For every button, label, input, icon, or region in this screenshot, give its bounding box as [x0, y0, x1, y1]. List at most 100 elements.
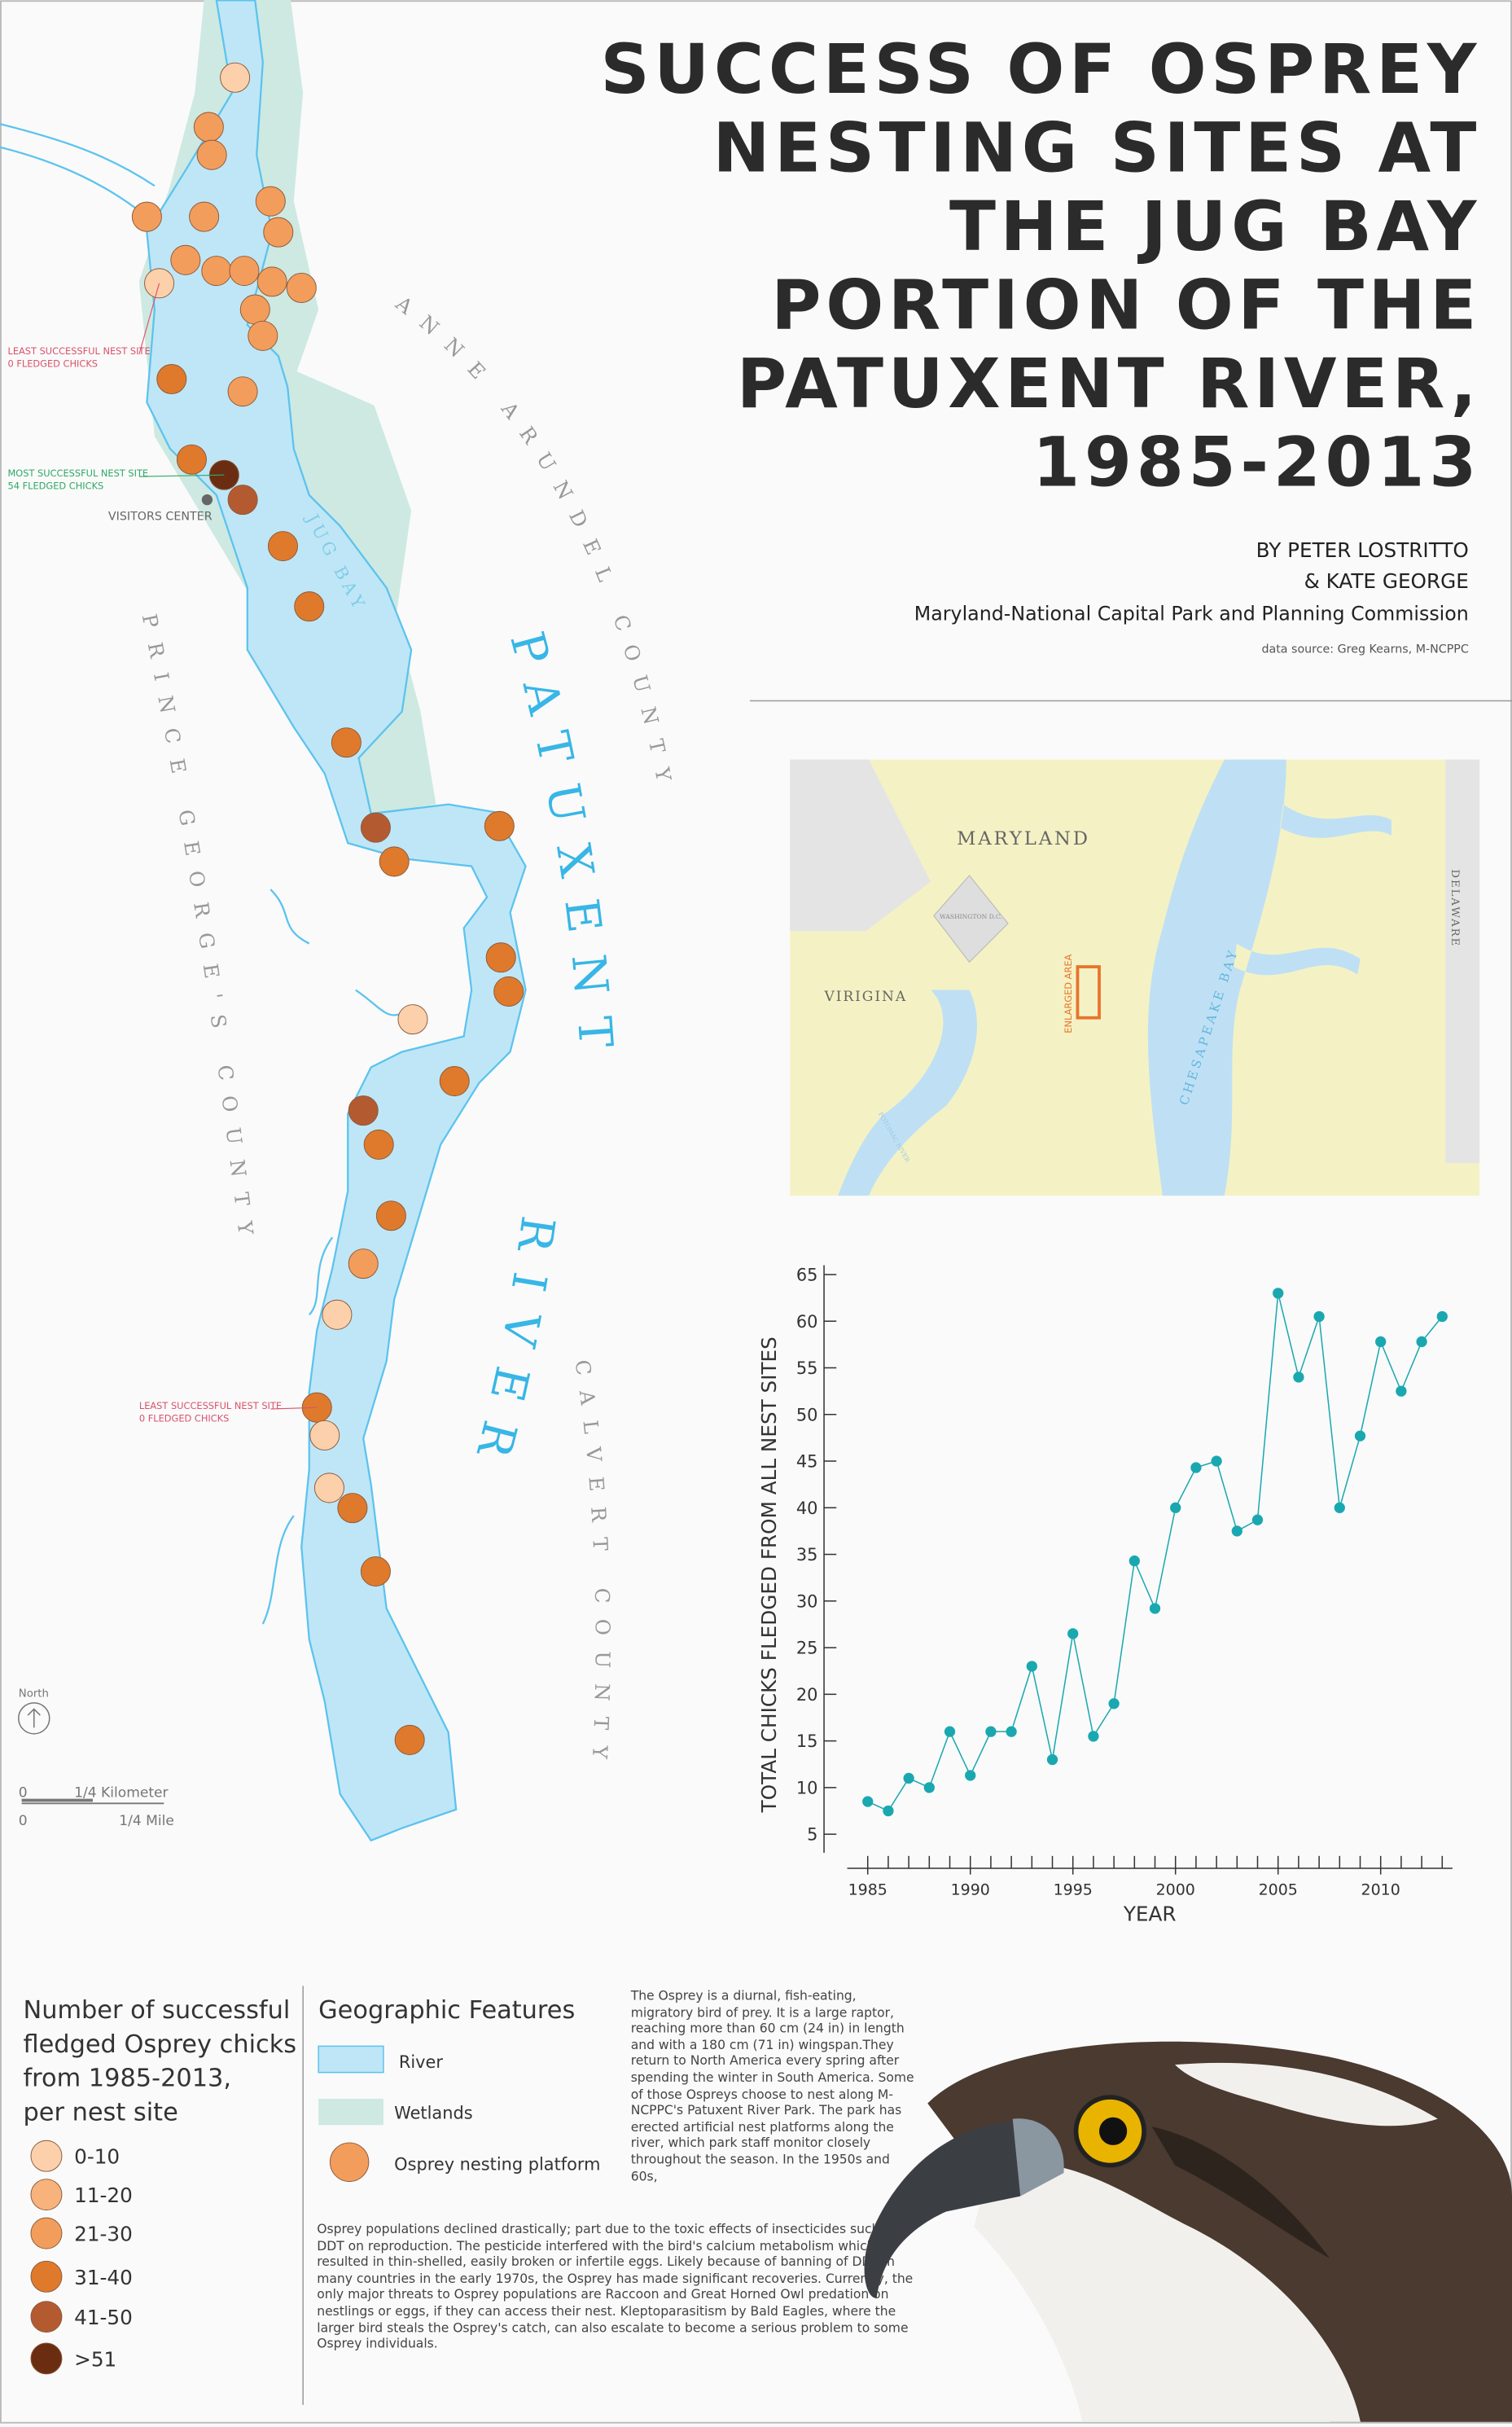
- osprey-head: [927, 2041, 1512, 2422]
- nest-site: [229, 256, 260, 287]
- dc-area: [933, 875, 1009, 963]
- y-tick-label: 25: [796, 1639, 818, 1658]
- nest-site: [348, 1095, 379, 1126]
- nest-site: [263, 217, 294, 248]
- source: data source: Greg Kearns, M-NCPPC: [1261, 643, 1468, 656]
- data-point: [1334, 1502, 1345, 1513]
- nest-site: [196, 139, 227, 170]
- legend-label: 31-40: [74, 2266, 133, 2289]
- data-point: [1170, 1502, 1181, 1513]
- y-tick-label: 15: [796, 1731, 818, 1751]
- nest-site: [313, 1472, 344, 1503]
- nest-site: [375, 1200, 406, 1231]
- x-tick-label: 2010: [1361, 1881, 1400, 1898]
- north-arrow: [27, 1708, 41, 1728]
- annotation-text: 0 FLEDGED CHICKS: [7, 358, 98, 369]
- river: [146, 0, 527, 1842]
- data-point: [1190, 1462, 1202, 1473]
- data-point: [1313, 1310, 1325, 1323]
- data-point: [985, 1726, 997, 1737]
- nest-site: [348, 1249, 379, 1279]
- data-point: [1436, 1310, 1448, 1323]
- legend-label: 0-10: [74, 2145, 120, 2169]
- y-tick-label: 65: [796, 1266, 818, 1285]
- data-point: [903, 1772, 914, 1784]
- y-tick-label: 45: [796, 1452, 818, 1472]
- legend-swatch: [30, 2301, 63, 2333]
- title-line: PORTION OF THE: [771, 266, 1481, 345]
- data-point: [1129, 1555, 1140, 1567]
- nest-site: [286, 272, 317, 303]
- author: BY PETER LOSTRITTO: [1256, 538, 1469, 562]
- nest-site: [156, 363, 187, 395]
- inset-label: MARYLAND: [957, 828, 1090, 849]
- data-point: [923, 1782, 935, 1793]
- data-point: [1396, 1385, 1407, 1397]
- legend-label: >51: [74, 2347, 116, 2371]
- y-tick-label: 55: [796, 1358, 818, 1378]
- data-point: [1088, 1731, 1099, 1742]
- nest-site: [360, 1556, 391, 1587]
- legend-title: per nest site: [23, 2099, 177, 2127]
- data-point: [1251, 1514, 1264, 1525]
- nest-site: [322, 1299, 353, 1330]
- legend-label: 21-30: [74, 2223, 133, 2246]
- nest-site: [397, 1004, 428, 1035]
- title-line: 1985-2013: [1032, 423, 1481, 503]
- data-point: [1026, 1661, 1037, 1672]
- paragraph-box: The Osprey is a diurnal, fish-eating, mi…: [631, 1987, 914, 2183]
- nest-site: [309, 1420, 340, 1450]
- nest-site: [294, 591, 325, 622]
- y-tick-label: 10: [796, 1778, 818, 1797]
- legend-swatch: [30, 2342, 63, 2375]
- nest-site: [227, 485, 258, 516]
- nest-site: [267, 531, 298, 562]
- data-point: [883, 1805, 894, 1817]
- river-swatch: [318, 2045, 384, 2074]
- annotation-leader: [138, 474, 225, 477]
- nest-site: [220, 62, 251, 93]
- data-point: [1067, 1628, 1079, 1639]
- nest-site: [493, 976, 524, 1007]
- inset-gray: [790, 759, 931, 932]
- data-point: [1108, 1698, 1120, 1709]
- annotation-text: 0 FLEDGED CHICKS: [139, 1412, 230, 1424]
- inset-label: VIRIGINA: [824, 989, 908, 1005]
- data-point: [1354, 1430, 1366, 1442]
- y-tick-label: 40: [796, 1499, 818, 1518]
- features-label: Osprey nesting platform: [394, 2154, 600, 2174]
- osprey-beak: [864, 2122, 1021, 2298]
- data-point: [1416, 1336, 1427, 1348]
- scale-label: 1/4 Kilometer: [74, 1785, 169, 1802]
- nest-swatch: [329, 2142, 370, 2183]
- y-tick-label: 20: [796, 1685, 818, 1705]
- visitors-center-dot: [201, 494, 213, 506]
- nest-site: [256, 266, 287, 297]
- inset-water: [838, 990, 978, 1196]
- nest-site: [255, 186, 286, 217]
- annotation-text: 54 FLEDGED CHICKS: [7, 480, 103, 491]
- nest-site: [227, 376, 258, 407]
- features-title: Geographic Features: [318, 1996, 575, 2025]
- scale-label: 1/4 Mile: [119, 1813, 174, 1829]
- x-tick-label: 1995: [1054, 1881, 1093, 1898]
- line-chart: 5 10 15 20 25 30 35 40 45 50 55 60 65 1985 1990 1995 200…: [757, 1265, 1453, 1926]
- scale-label: 0: [19, 1785, 28, 1802]
- data-point: [1273, 1288, 1284, 1299]
- nest-site: [176, 444, 207, 475]
- nest-site: [170, 244, 201, 275]
- paragraph-box: Osprey populations declined drastically;…: [317, 2221, 913, 2351]
- affiliation: Maryland-National Capital Park and Plann…: [914, 603, 1469, 625]
- data-point: [1231, 1525, 1242, 1537]
- annotation-text: MOST SUCCESSFUL NEST SITE: [7, 467, 148, 479]
- features-legend: Geographic Features River Wetlands Osprey n…: [318, 1996, 600, 2183]
- nest-site: [189, 201, 220, 232]
- title-line: THE JUG BAY: [949, 187, 1481, 266]
- osprey-crown: [1175, 2062, 1438, 2126]
- nest-site: [485, 942, 516, 973]
- title-line: SUCCESS OF OSPREY: [600, 29, 1481, 109]
- data-point: [1149, 1603, 1161, 1614]
- x-tick-label: 2005: [1259, 1881, 1298, 1898]
